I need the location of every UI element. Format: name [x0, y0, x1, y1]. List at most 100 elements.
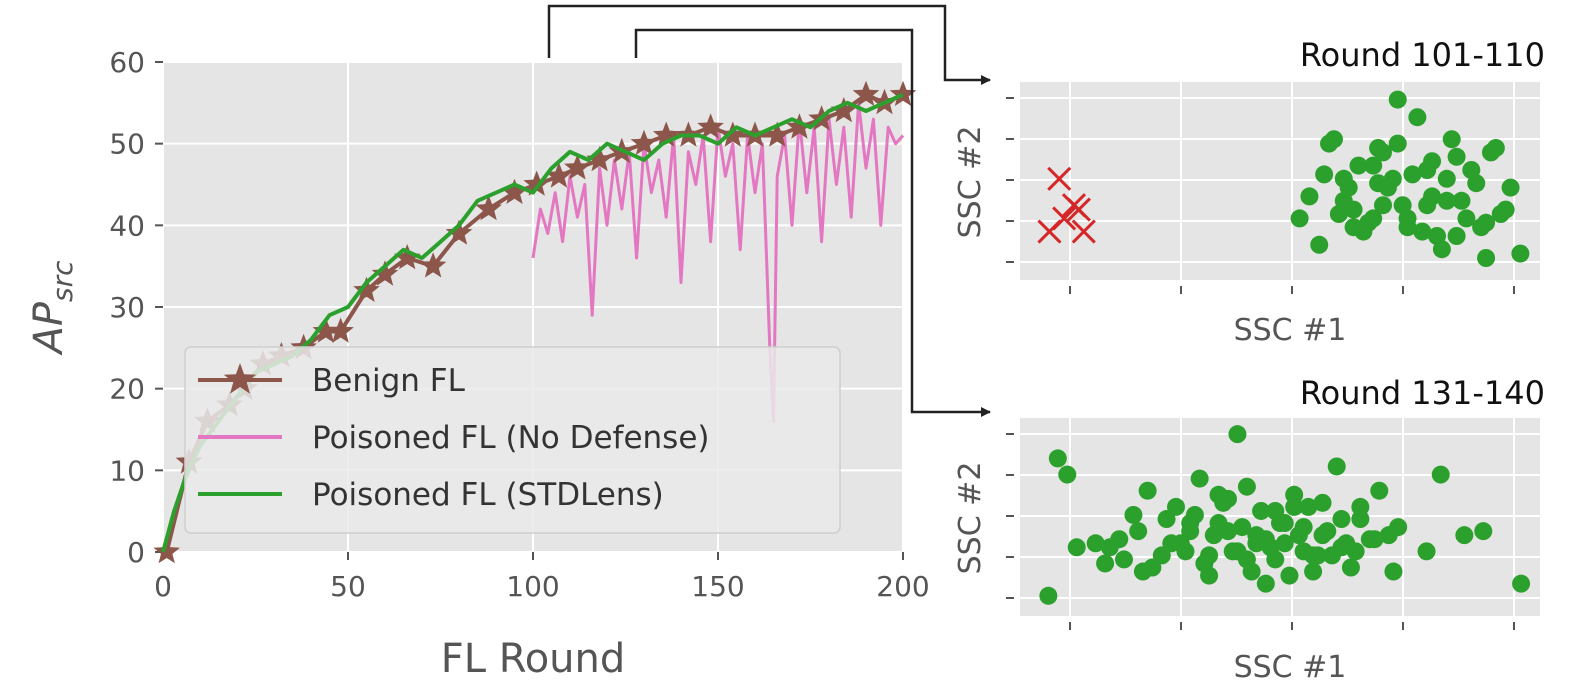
scatter-top-point-benign-1	[1300, 187, 1319, 206]
scatter-bottom-point-benign-51	[1289, 526, 1308, 545]
legend-label-benign: Benign FL	[312, 363, 466, 399]
scatter-bottom-point-benign-30	[1370, 481, 1389, 500]
scatter-bottom-point-benign-36	[1129, 522, 1148, 541]
scatter-bottom-point-benign-50	[1280, 566, 1299, 585]
scatter-bottom-point-benign-66	[1162, 534, 1181, 553]
scatter-bottom-point-benign-76	[1351, 510, 1370, 529]
connector-arrows	[547, 4, 991, 417]
main-tick-label-y-50: 50	[109, 128, 145, 161]
series-marker-benign-fl-18	[545, 162, 573, 188]
scatter-bottom-point-benign-68	[1200, 546, 1219, 565]
series-marker-benign-fl-32	[852, 80, 880, 106]
scatter-bottom-point-benign-16	[1237, 477, 1256, 496]
scatter-top-point-malicious-0	[1047, 166, 1072, 191]
scatter-top-point-benign-37	[1447, 147, 1466, 166]
scatter-top-point-benign-53	[1364, 209, 1383, 228]
main-tick-label-y-10: 10	[109, 454, 145, 487]
scatter-top-point-malicious-3	[1052, 206, 1077, 231]
scatter-top-point-benign-31	[1383, 169, 1402, 188]
scatter-top-point-malicious-4	[1071, 219, 1096, 244]
series-marker-benign-fl-34	[889, 80, 917, 106]
main-y-axis-label: APsrc	[26, 260, 79, 357]
series-marker-benign-fl-26	[719, 121, 747, 147]
scatter-top-point-malicious-5	[1066, 197, 1091, 222]
series-marker-benign-fl-16	[501, 178, 528, 204]
scatter-bottom-points	[1039, 425, 1531, 605]
scatter-top-point-benign-40	[1477, 249, 1496, 267]
legend: Benign FL Poisoned FL (No Defense) Poiso…	[184, 346, 841, 534]
scatter-top-point-benign-6	[1349, 156, 1368, 175]
scatter-top-point-benign-22	[1501, 178, 1520, 197]
scatter-top-point-benign-49	[1477, 213, 1496, 232]
scatter-top-point-benign-46	[1398, 209, 1417, 228]
scatter-bottom-point-benign-81	[1176, 542, 1195, 561]
legend-box	[184, 346, 841, 534]
series-marker-benign-fl-10	[353, 276, 380, 302]
scatter-bottom-point-benign-82	[1228, 425, 1247, 444]
scatter-top-point-benign-51	[1418, 196, 1437, 215]
scatter-top-point-benign-54	[1437, 169, 1456, 188]
scatter-bottom-point-benign-70	[1237, 550, 1256, 569]
scatter-bottom-point-benign-42	[1204, 526, 1223, 545]
scatter-bottom-point-benign-60	[1417, 542, 1436, 561]
scatter-bottom-point-benign-79	[1209, 485, 1228, 504]
main-line-chart: 0 50 100 150 200 0 10 20 30 40 50 60 FL Round APsrc…	[26, 46, 930, 682]
scatter-bottom-point-benign-0	[1039, 586, 1058, 605]
scatter-round-101-110: Round 101-110 SSC #1 SSC #2	[953, 36, 1545, 348]
scatter-bottom-point-benign-64	[1512, 574, 1531, 593]
scatter-top-points	[1037, 90, 1530, 267]
scatter-bottom-point-benign-78	[1247, 534, 1266, 553]
series-marker-benign-fl-8	[312, 317, 340, 343]
scatter-bottom-point-benign-75	[1332, 538, 1351, 557]
main-tick-label-x-0: 0	[154, 570, 172, 603]
scatter-top-point-benign-44	[1344, 218, 1363, 237]
scatter-bottom-point-benign-57	[1346, 542, 1365, 561]
connector-arrow-round-101	[547, 4, 991, 85]
scatter-bottom-point-benign-47	[1252, 501, 1271, 520]
scatter-bottom-point-benign-80	[1304, 546, 1323, 565]
main-tick-label-x-100: 100	[506, 570, 559, 603]
main-tick-label-x-150: 150	[691, 570, 744, 603]
scatter-bottom-point-benign-20	[1275, 534, 1294, 553]
series-marker-benign-fl-31	[830, 97, 858, 123]
scatter-top-point-benign-39	[1467, 174, 1486, 193]
scatter-bottom-point-benign-6	[1124, 505, 1143, 524]
series-marker-benign-fl-14	[445, 219, 473, 245]
scatter-bottom-point-benign-52	[1299, 497, 1318, 516]
scatter-top-point-benign-23	[1511, 244, 1530, 263]
scatter-bottom-point-benign-55	[1327, 457, 1346, 476]
scatter-top-point-benign-16	[1442, 130, 1461, 149]
scatter-bottom-point-benign-18	[1256, 574, 1275, 593]
scatter-bottom-point-benign-23	[1304, 562, 1323, 581]
scatter-top-point-benign-42	[1496, 200, 1515, 219]
series-marker-benign-fl-28	[763, 121, 791, 147]
scatter-top-point-benign-10	[1388, 134, 1407, 153]
scatter-top-point-benign-38	[1457, 209, 1476, 228]
main-tick-label-y-30: 30	[109, 291, 145, 324]
scatter-bottom-point-benign-7	[1138, 481, 1157, 500]
scatter-bottom-y-label: SSC #2	[953, 462, 988, 575]
scatter-bottom-point-benign-77	[1266, 550, 1285, 569]
series-marker-benign-fl-19	[564, 154, 591, 180]
legend-label-poisoned-no-defense: Poisoned FL (No Defense)	[312, 420, 710, 456]
series-line-poisoned-fl-no-defense	[531, 101, 905, 423]
scatter-top-point-benign-52	[1374, 143, 1393, 162]
legend-star-benign	[223, 363, 257, 394]
scatter-bottom-point-benign-38	[1157, 510, 1176, 529]
main-tick-label-x-50: 50	[330, 570, 366, 603]
scatter-bottom-point-benign-58	[1365, 530, 1384, 549]
scatter-bottom-grid	[1006, 418, 1540, 630]
scatter-bottom-point-benign-27	[1341, 558, 1360, 577]
scatter-bottom-point-benign-63	[1474, 522, 1493, 541]
scatter-top-point-benign-41	[1486, 139, 1505, 157]
scatter-bottom-point-benign-83	[1285, 497, 1304, 516]
scatter-bottom-point-benign-26	[1332, 510, 1351, 529]
scatter-top-point-benign-29	[1364, 156, 1383, 175]
scatter-bottom-point-benign-33	[1086, 534, 1105, 553]
scatter-bottom-point-benign-24	[1313, 493, 1332, 512]
main-tick-label-y-60: 60	[109, 46, 145, 79]
main-tick-label-y-0: 0	[127, 536, 145, 569]
series-marker-benign-fl-9	[327, 317, 354, 343]
scatter-top-point-benign-25	[1320, 134, 1339, 153]
